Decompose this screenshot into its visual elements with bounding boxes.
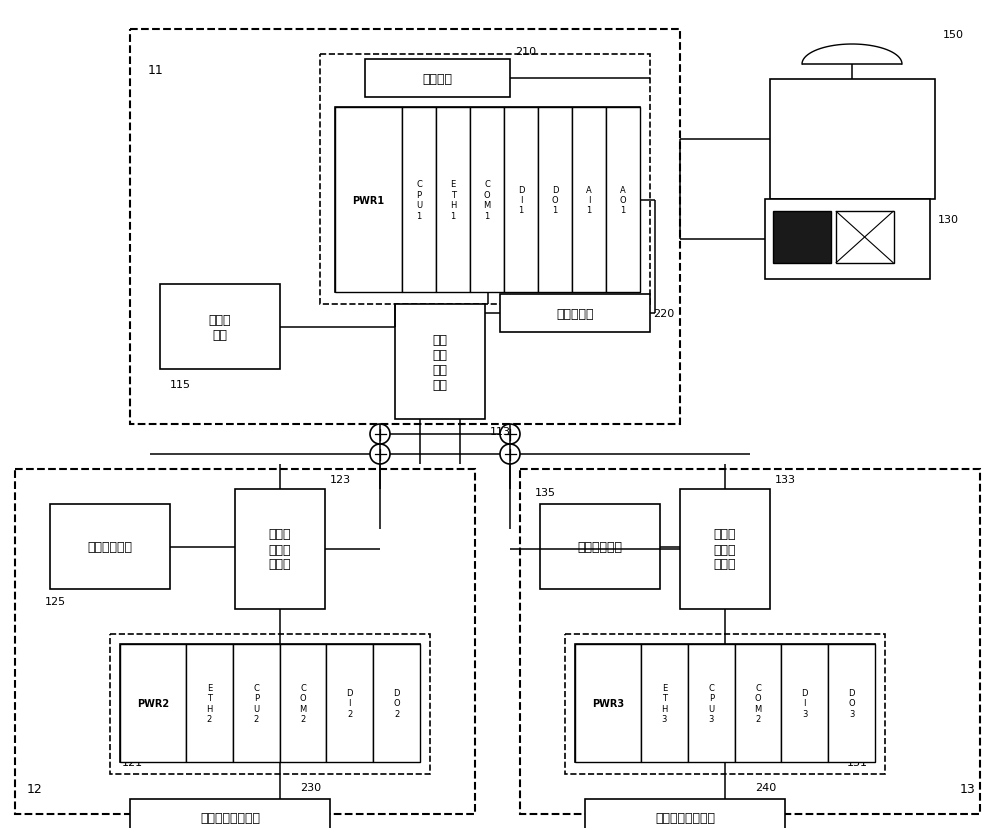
Text: 135: 135: [535, 488, 556, 498]
Text: 230: 230: [300, 782, 321, 792]
Bar: [320, 55, 650, 305]
Bar: [402, 108, 436, 292]
Bar: [130, 30, 680, 425]
Text: 111: 111: [348, 245, 369, 255]
Bar: [538, 108, 572, 292]
Bar: [575, 644, 875, 762]
Text: A
O
1: A O 1: [620, 185, 626, 215]
Text: 125: 125: [45, 596, 66, 606]
Text: PWR2: PWR2: [137, 698, 169, 708]
Bar: [572, 108, 606, 292]
Text: E
T
H
1: E T H 1: [450, 181, 456, 220]
Bar: [280, 644, 326, 762]
Bar: [770, 80, 935, 200]
Text: 115: 115: [170, 379, 191, 389]
Bar: [680, 489, 770, 609]
Bar: [365, 60, 510, 98]
Bar: [575, 644, 641, 762]
Bar: [110, 634, 430, 774]
Text: C
O
M
2: C O M 2: [299, 683, 307, 723]
Bar: [120, 644, 420, 762]
Text: D
I
3: D I 3: [802, 688, 808, 718]
Text: C
P
U
1: C P U 1: [416, 181, 422, 220]
Text: 12: 12: [27, 782, 43, 796]
Text: C
O
M
2: C O M 2: [754, 683, 762, 723]
Bar: [50, 504, 170, 590]
Text: 进水闸
信息交
换装置: 进水闸 信息交 换装置: [269, 528, 291, 570]
Bar: [773, 212, 831, 263]
Bar: [235, 489, 325, 609]
Bar: [585, 799, 785, 828]
Text: D
I
1: D I 1: [518, 185, 524, 215]
Text: 121: 121: [122, 757, 143, 767]
Bar: [641, 644, 688, 762]
Text: 出水闸触控屏: 出水闸触控屏: [578, 541, 622, 553]
Text: 进水闸荷重开度仪: 进水闸荷重开度仪: [200, 811, 260, 825]
Bar: [335, 108, 402, 292]
Text: PWR3: PWR3: [592, 698, 624, 708]
Text: PWR1: PWR1: [352, 195, 385, 205]
Bar: [233, 644, 280, 762]
Bar: [500, 295, 650, 333]
Text: E
T
H
3: E T H 3: [661, 683, 668, 723]
Bar: [395, 305, 485, 420]
Bar: [436, 108, 470, 292]
Bar: [373, 644, 420, 762]
Bar: [606, 108, 640, 292]
Text: D
O
1: D O 1: [552, 185, 558, 215]
Text: 出水闸
信息交
换装置: 出水闸 信息交 换装置: [714, 528, 736, 570]
Text: 11: 11: [148, 64, 164, 76]
Text: C
P
U
2: C P U 2: [253, 683, 259, 723]
Bar: [120, 644, 186, 762]
Text: D
I
2: D I 2: [347, 688, 353, 718]
Text: C
P
U
3: C P U 3: [708, 683, 714, 723]
Text: 保护装置: 保护装置: [423, 72, 453, 85]
Bar: [15, 469, 475, 814]
Text: E
T
H
2: E T H 2: [206, 683, 213, 723]
Bar: [765, 200, 930, 280]
Text: C
O
M
1: C O M 1: [483, 181, 491, 220]
Bar: [735, 644, 781, 762]
Text: 出水闸荷重开度仪: 出水闸荷重开度仪: [655, 811, 715, 825]
Text: 240: 240: [755, 782, 776, 792]
Bar: [326, 644, 373, 762]
Bar: [828, 644, 875, 762]
Bar: [688, 644, 735, 762]
Bar: [504, 108, 538, 292]
Bar: [836, 212, 894, 263]
Text: 13: 13: [960, 782, 976, 796]
Bar: [335, 108, 640, 292]
Bar: [186, 644, 233, 762]
Text: 130: 130: [938, 214, 959, 224]
Bar: [470, 108, 504, 292]
Text: 131: 131: [847, 757, 868, 767]
Text: 水位传感器: 水位传感器: [556, 307, 594, 320]
Bar: [781, 644, 828, 762]
Text: 210: 210: [515, 47, 536, 57]
Bar: [130, 799, 330, 828]
Bar: [565, 634, 885, 774]
Text: 进水闸触控屏: 进水闸触控屏: [88, 541, 133, 553]
Text: D
O
3: D O 3: [848, 688, 855, 718]
Bar: [520, 469, 980, 814]
Bar: [540, 504, 660, 590]
Text: 123: 123: [330, 474, 351, 484]
Text: 泵组
信息
交换
装置: 泵组 信息 交换 装置: [433, 333, 448, 391]
Text: 133: 133: [775, 474, 796, 484]
Text: 220: 220: [653, 309, 674, 319]
Text: A
I
1: A I 1: [586, 185, 592, 215]
Text: 泵组触
控屏: 泵组触 控屏: [209, 313, 231, 341]
Text: D
O
2: D O 2: [393, 688, 400, 718]
Text: 150: 150: [943, 30, 964, 40]
Text: 113: 113: [490, 426, 511, 436]
Bar: [160, 285, 280, 369]
